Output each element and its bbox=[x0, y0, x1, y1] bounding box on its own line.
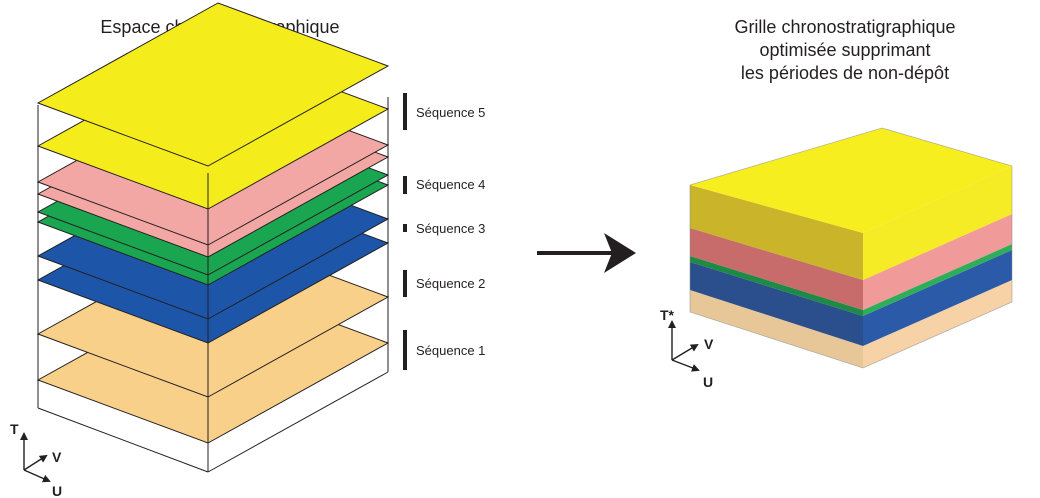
sequence-4-bar bbox=[403, 176, 407, 194]
right-top-face bbox=[690, 128, 1012, 233]
left-block-bottom-edge-b bbox=[207, 371, 389, 473]
optimized-grid-block bbox=[689, 127, 1013, 369]
sequence-5-bar bbox=[403, 93, 407, 130]
sequence-2-label: Séquence 2 bbox=[416, 276, 485, 291]
right-axis-u-label: U bbox=[703, 374, 713, 390]
sequence-2-bar bbox=[403, 270, 407, 297]
layer-10-yellow bbox=[36, 2, 390, 167]
left-block-bottom-edge-a bbox=[37, 407, 209, 473]
right-left-face-pink bbox=[690, 228, 863, 310]
sequence-3-marker: Séquence 3 bbox=[403, 221, 485, 236]
right-axis-v-label: V bbox=[704, 336, 714, 352]
right-right-face-yellow bbox=[863, 166, 1012, 280]
right-right-face-orange bbox=[863, 280, 1012, 368]
right-title-line-1: Grille chronostratigraphique bbox=[734, 17, 956, 37]
transformation-arrow bbox=[537, 233, 636, 273]
right-block-outline bbox=[689, 127, 1013, 369]
right-title-line-2: optimisée supprimant bbox=[759, 40, 931, 60]
right-right-face-pink bbox=[863, 214, 1012, 310]
right-axis-t-label: T* bbox=[660, 307, 675, 323]
left-axis-indicator: T V U bbox=[10, 421, 62, 498]
right-right-face-blue bbox=[863, 250, 1012, 346]
left-axis-v-label: V bbox=[52, 449, 62, 465]
right-axis-u-arrow bbox=[671, 359, 700, 372]
sequence-4-label: Séquence 4 bbox=[416, 177, 485, 192]
sequence-5-label: Séquence 5 bbox=[416, 105, 485, 120]
right-left-face-green bbox=[690, 256, 863, 316]
sequence-1-bar bbox=[403, 330, 407, 370]
left-axis-u-label: U bbox=[52, 483, 62, 498]
sequence-5-marker: Séquence 5 bbox=[403, 93, 485, 130]
chronostratigraphic-space bbox=[36, 2, 390, 473]
transformation-arrow-head bbox=[604, 233, 636, 273]
right-left-face-yellow bbox=[690, 185, 863, 280]
right-left-face-blue bbox=[690, 262, 863, 346]
left-axis-v-arrow bbox=[23, 454, 48, 471]
sequence-3-label: Séquence 3 bbox=[416, 221, 485, 236]
right-title: Grille chronostratigraphique optimisée s… bbox=[670, 16, 1020, 85]
right-axis-v-arrow bbox=[671, 343, 699, 361]
left-axis-t-label: T bbox=[10, 421, 19, 437]
sequence-1-label: Séquence 1 bbox=[416, 343, 485, 358]
right-right-face-green bbox=[863, 244, 1012, 316]
sequence-2-marker: Séquence 2 bbox=[403, 270, 485, 297]
right-left-face-orange bbox=[690, 290, 863, 368]
sequence-1-marker: Séquence 1 bbox=[403, 330, 485, 370]
right-axis-indicator: T* V U bbox=[660, 307, 714, 390]
sequence-3-bar bbox=[403, 224, 407, 232]
right-title-line-3: les périodes de non-dépôt bbox=[740, 63, 950, 83]
left-axis-u-arrow bbox=[23, 469, 51, 483]
sequence-4-marker: Séquence 4 bbox=[403, 176, 485, 194]
